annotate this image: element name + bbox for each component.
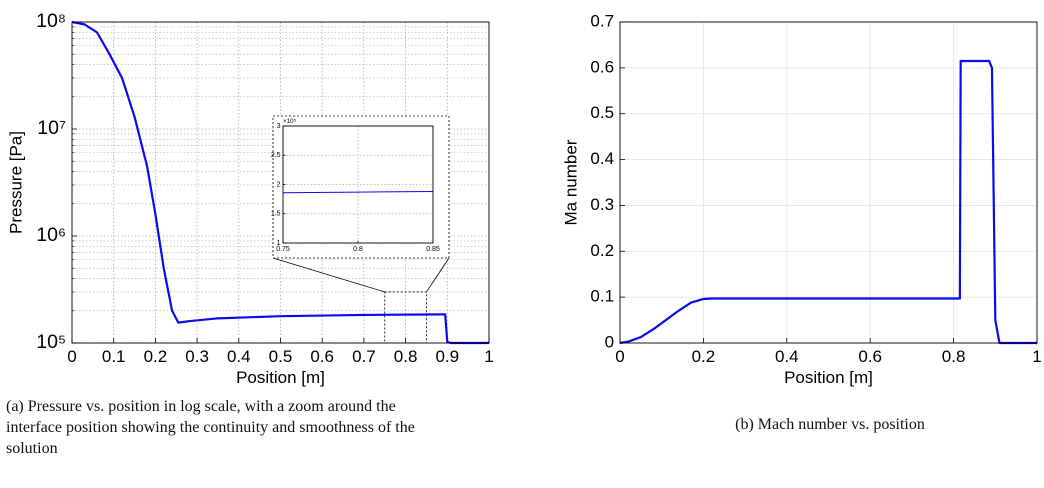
line: [282, 191, 434, 194]
x-tick-label: 0.85: [426, 246, 440, 253]
y-tick-label: 10⁶: [36, 224, 66, 246]
y-tick-label: 1.5: [271, 211, 281, 218]
x-tick-label: 0.7: [352, 347, 376, 366]
x-tick-label: 0.4: [775, 347, 799, 366]
x-tick-label: 0.4: [227, 347, 251, 366]
caption: (a) Pressure vs. position in log scale, …: [6, 398, 415, 457]
y-tick-label: 0.1: [590, 287, 614, 306]
x-tick-label: 0.1: [102, 347, 126, 366]
zoom-box: [384, 291, 427, 344]
axes-frame: [71, 21, 490, 344]
y-multiplier: ×10⁵: [283, 118, 297, 125]
x-tick-label: 0.8: [353, 246, 363, 253]
x-tick-label: 0.2: [144, 347, 168, 366]
zoom-connector: [272, 257, 385, 293]
x-tick-label: 1: [484, 347, 493, 366]
y-axis-label: Ma number: [561, 139, 580, 225]
x-axis-label: Position [m]: [236, 368, 325, 387]
x-tick-label: 0: [67, 347, 76, 366]
x-axis-label: Position [m]: [784, 368, 873, 387]
y-tick-label: 1: [277, 240, 281, 247]
y-axis-label: Pressure [Pa]: [6, 131, 25, 234]
y-tick-label: 10⁵: [36, 331, 66, 353]
x-tick-label: 0.9: [435, 347, 459, 366]
y-tick-label: 10⁷: [37, 117, 66, 139]
y-tick-label: 0.4: [590, 149, 614, 168]
x-tick-label: 0.2: [692, 347, 716, 366]
axes-frame: [282, 125, 434, 244]
y-tick-label: 2: [277, 181, 281, 188]
x-tick-label: 0.6: [858, 347, 882, 366]
zoom-connector: [426, 257, 450, 293]
y-tick-label: 10⁸: [36, 10, 66, 32]
line: [71, 20, 489, 345]
line: [619, 59, 1037, 345]
x-tick-label: 0.75: [276, 246, 290, 253]
x-tick-label: 1: [1032, 347, 1041, 366]
y-tick-label: 0.6: [590, 57, 614, 76]
y-tick-label: 0.2: [590, 241, 614, 260]
y-tick-label: 0.3: [590, 195, 614, 214]
axes-frame: [619, 21, 1038, 344]
caption: (b) Mach number vs. position: [735, 416, 925, 433]
x-tick-label: 0: [615, 347, 624, 366]
y-tick-label: 0.7: [590, 11, 614, 30]
x-tick-label: 0.5: [269, 347, 293, 366]
figure: 0 0.1 0.2 0.3 0.4 0.5 0.6 0.7 0.8 0.9 110⁵10⁶10⁷10…: [6, 10, 1041, 387]
y-tick-label: 2.5: [271, 152, 281, 159]
y-tick-label: 3: [277, 123, 281, 130]
x-tick-label: 0.8: [942, 347, 966, 366]
x-tick-label: 0.8: [394, 347, 418, 366]
x-tick-label: 0.6: [310, 347, 334, 366]
y-tick-label: 0: [605, 332, 614, 351]
plot-area: [620, 22, 1037, 343]
y-tick-label: 0.5: [590, 103, 614, 122]
x-tick-label: 0.3: [185, 347, 209, 366]
